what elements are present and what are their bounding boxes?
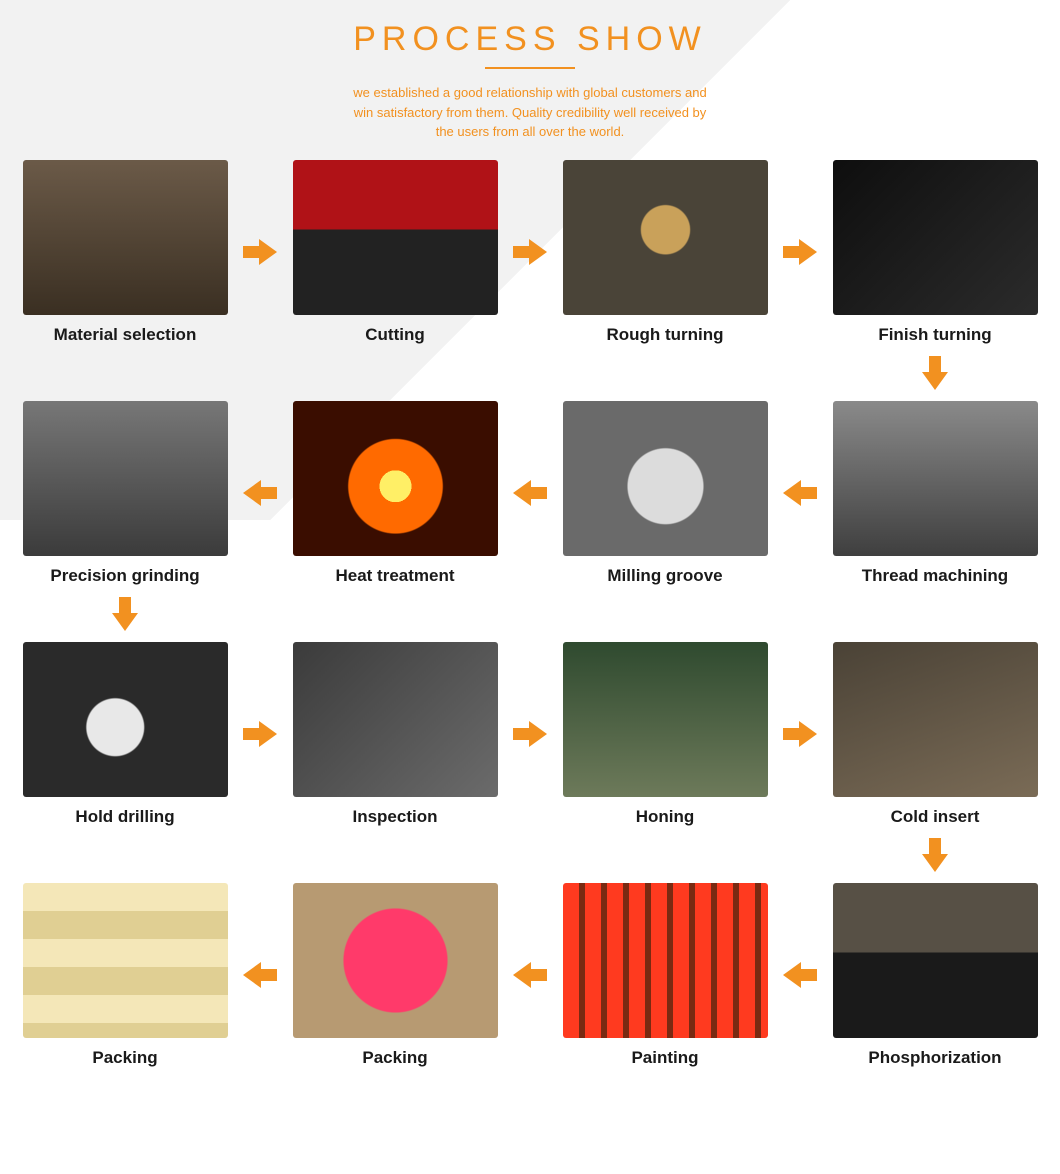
- process-infographic: PROCESS SHOW we established a good relat…: [0, 0, 1060, 1108]
- subtitle-line: win satisfactory from them. Quality cred…: [354, 105, 707, 120]
- step-material-selection: Material selection: [20, 160, 230, 345]
- title-underline: [485, 67, 575, 69]
- step-label: Thread machining: [862, 566, 1008, 586]
- arrow-right-icon: [230, 657, 290, 812]
- step-finish-turning: Finish turning: [830, 160, 1040, 345]
- process-row-2: Precision grinding Heat treatment Millin…: [0, 401, 1060, 586]
- turn-row-1: [0, 345, 1060, 401]
- step-image: [563, 160, 768, 315]
- step-label: Heat treatment: [335, 566, 454, 586]
- page-subtitle: we established a good relationship with …: [320, 83, 740, 142]
- arrow-left-icon: [500, 898, 560, 1053]
- arrow-left-icon: [230, 898, 290, 1053]
- step-image: [23, 883, 228, 1038]
- step-honing: Honing: [560, 642, 770, 827]
- arrow-down-icon: [20, 586, 230, 642]
- step-label: Precision grinding: [50, 566, 199, 586]
- arrow-right-icon: [230, 175, 290, 330]
- arrow-right-icon: [500, 175, 560, 330]
- step-label: Hold drilling: [75, 807, 174, 827]
- step-label: Packing: [362, 1048, 427, 1068]
- process-row-4: Packing Packing Painting Phosphorization: [0, 883, 1060, 1068]
- subtitle-line: we established a good relationship with …: [353, 85, 706, 100]
- step-image: [293, 642, 498, 797]
- step-hold-drilling: Hold drilling: [20, 642, 230, 827]
- step-label: Material selection: [54, 325, 197, 345]
- step-label: Milling groove: [607, 566, 722, 586]
- step-label: Phosphorization: [868, 1048, 1001, 1068]
- step-precision-grinding: Precision grinding: [20, 401, 230, 586]
- step-image: [23, 401, 228, 556]
- step-label: Cold insert: [891, 807, 980, 827]
- arrow-right-icon: [770, 175, 830, 330]
- step-label: Finish turning: [878, 325, 991, 345]
- step-image: [293, 883, 498, 1038]
- step-image: [293, 160, 498, 315]
- turn-row-2: [0, 586, 1060, 642]
- step-image: [833, 160, 1038, 315]
- step-packing-carton: Packing: [290, 883, 500, 1068]
- step-label: Honing: [636, 807, 695, 827]
- turn-row-3: [0, 827, 1060, 883]
- arrow-down-icon: [830, 827, 1040, 883]
- step-image: [563, 883, 768, 1038]
- process-row-3: Hold drilling Inspection Honing Cold ins…: [0, 642, 1060, 827]
- page-title: PROCESS SHOW: [0, 20, 1060, 59]
- step-label: Inspection: [352, 807, 437, 827]
- step-image: [833, 401, 1038, 556]
- step-inspection: Inspection: [290, 642, 500, 827]
- arrow-down-icon: [830, 345, 1040, 401]
- arrow-left-icon: [770, 898, 830, 1053]
- arrow-right-icon: [770, 657, 830, 812]
- step-label: Cutting: [365, 325, 424, 345]
- arrow-left-icon: [230, 416, 290, 571]
- arrow-left-icon: [500, 416, 560, 571]
- step-phosphorization: Phosphorization: [830, 883, 1040, 1068]
- step-cutting: Cutting: [290, 160, 500, 345]
- step-thread-machining: Thread machining: [830, 401, 1040, 586]
- process-row-1: Material selection Cutting Rough turning…: [0, 160, 1060, 345]
- step-label: Rough turning: [606, 325, 723, 345]
- step-image: [563, 642, 768, 797]
- step-image: [833, 883, 1038, 1038]
- step-image: [293, 401, 498, 556]
- step-image: [23, 642, 228, 797]
- step-packing-boxes: Packing: [20, 883, 230, 1068]
- arrow-right-icon: [500, 657, 560, 812]
- subtitle-line: the users from all over the world.: [436, 124, 625, 139]
- step-cold-insert: Cold insert: [830, 642, 1040, 827]
- step-rough-turning: Rough turning: [560, 160, 770, 345]
- step-heat-treatment: Heat treatment: [290, 401, 500, 586]
- step-milling-groove: Milling groove: [560, 401, 770, 586]
- step-label: Packing: [92, 1048, 157, 1068]
- step-painting: Painting: [560, 883, 770, 1068]
- step-image: [23, 160, 228, 315]
- step-image: [833, 642, 1038, 797]
- step-image: [563, 401, 768, 556]
- arrow-left-icon: [770, 416, 830, 571]
- step-label: Painting: [631, 1048, 698, 1068]
